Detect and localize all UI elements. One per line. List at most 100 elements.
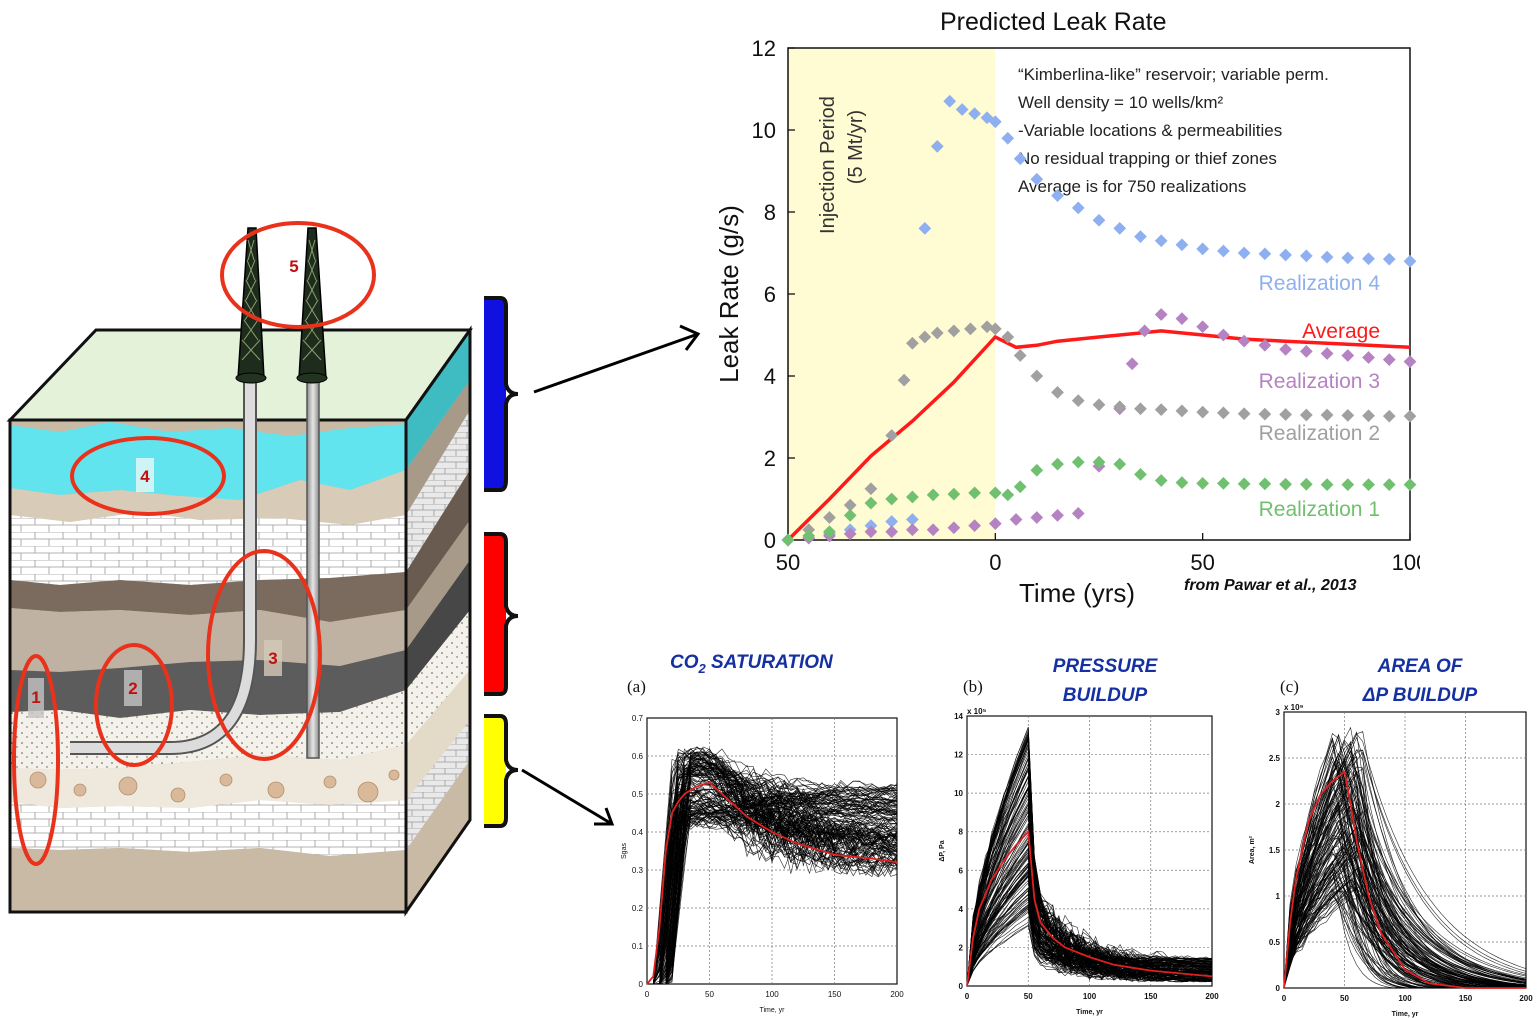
- realization-curve: [966, 786, 1213, 987]
- y-axis-label: Leak Rate (g/s): [714, 205, 744, 383]
- realization-curve: [647, 787, 898, 985]
- data-point: [1051, 457, 1064, 471]
- y-tick-label: 0.5: [632, 790, 644, 799]
- x-tick-label: 150: [828, 990, 842, 999]
- mean-curve: [646, 781, 898, 985]
- mean-curve: [966, 829, 1213, 987]
- realization-curve: [647, 772, 898, 985]
- average-line: [786, 329, 1411, 542]
- x-tick-label: 100: [1398, 994, 1412, 1003]
- series-label-r2: Realization 2: [1259, 422, 1380, 445]
- leak-path-ellipse-1: [12, 654, 60, 866]
- realization-curve: [647, 752, 898, 985]
- data-point: [1175, 312, 1189, 325]
- realization-curve: [1283, 847, 1527, 989]
- x-axis-label: Time, yr: [1076, 1009, 1103, 1016]
- data-point: [1138, 324, 1151, 338]
- y-tick-label: 2.5: [1269, 754, 1281, 763]
- x-tick-label: 100: [1392, 550, 1420, 575]
- citation: from Pawar et al., 2013: [1184, 577, 1357, 594]
- data-point: [1013, 349, 1027, 362]
- injection-label: Injection Period: [817, 96, 839, 234]
- y-tick-label: 2: [959, 943, 964, 952]
- data-point: [1009, 513, 1023, 526]
- data-point: [1217, 244, 1230, 258]
- realization-curve: [966, 908, 1213, 987]
- data-point: [1001, 488, 1015, 502]
- axis-exponent: x 10⁹: [1284, 703, 1304, 712]
- y-tick-label: 4: [959, 905, 964, 914]
- main-leak-chart: 02468101250050100Leak Rate (g/s)Injectio…: [714, 40, 1420, 575]
- realization-curve: [647, 794, 898, 985]
- data-point: [1382, 409, 1396, 423]
- data-point: [1113, 222, 1127, 235]
- data-point: [1362, 351, 1375, 364]
- realization-curve: [966, 887, 1213, 987]
- injection-period-shading: [788, 48, 996, 540]
- y-tick-label: 0.4: [632, 828, 644, 837]
- co2-saturation-chart: 0 50 100 150 200 0 0.1 0.2 0.3 0.4 0.5 0.6 0.7 Time, …: [621, 714, 904, 1014]
- realization-curve: [647, 791, 898, 985]
- y-tick-label: 0: [959, 982, 964, 991]
- title-main: Predicted Leak Rate: [940, 8, 1167, 36]
- data-point: [1217, 406, 1230, 420]
- data-point: [1341, 408, 1355, 422]
- x-axis-label: Time, yr: [759, 1007, 785, 1014]
- data-point: [1113, 400, 1127, 414]
- realization-curve: [647, 767, 898, 985]
- realization-curve: [647, 809, 898, 985]
- y-tick-label: 2: [1276, 800, 1281, 809]
- realization-curve: [1283, 874, 1527, 989]
- data-point: [1217, 477, 1230, 490]
- data-point: [1299, 249, 1313, 263]
- y-tick-label: 0.6: [632, 752, 644, 761]
- marker-3: 3: [268, 649, 277, 668]
- data-point: [1196, 477, 1210, 490]
- leak-path-ellipse-5: [220, 221, 376, 329]
- x-tick-label: 150: [1459, 994, 1473, 1003]
- note-line: -Variable locations & permeabilities: [1018, 121, 1282, 140]
- data-point: [1196, 320, 1210, 334]
- y-tick-label: 0.7: [632, 714, 644, 723]
- bracket-blue: [484, 296, 519, 492]
- data-point: [1030, 369, 1044, 383]
- realization-curve: [647, 751, 898, 985]
- y-tick-label: 10: [954, 789, 963, 798]
- realization-curve: [966, 747, 1213, 987]
- data-point: [1071, 506, 1085, 520]
- note-line: “Kimberlina-like” reservoir; variable pe…: [1018, 65, 1329, 84]
- data-point: [1299, 477, 1313, 491]
- data-point: [1134, 468, 1147, 481]
- data-point: [1001, 131, 1015, 145]
- x-axis-label: Time, yr: [1392, 1011, 1419, 1018]
- data-point: [1051, 386, 1064, 399]
- data-point: [1341, 478, 1355, 492]
- y-tick-label: 0.1: [632, 942, 644, 951]
- x-tick-label: 0: [645, 990, 650, 999]
- y-tick-label: 0.3: [632, 866, 644, 875]
- data-point: [1113, 457, 1127, 471]
- realization-curve: [1283, 829, 1527, 989]
- drilling-rig-2: [296, 227, 328, 384]
- data-point: [1362, 478, 1375, 492]
- y-axis-label: Area, m²: [1249, 835, 1256, 864]
- realization-curve: [966, 827, 1213, 987]
- realization-curve: [966, 908, 1213, 987]
- x-tick-label: 200: [1519, 994, 1533, 1003]
- data-point: [1175, 404, 1189, 418]
- data-point: [1071, 201, 1085, 215]
- data-point: [1403, 355, 1417, 369]
- realization-curve: [647, 773, 898, 985]
- data-point: [1320, 478, 1334, 492]
- realization-curve: [647, 762, 898, 985]
- injection-rate-label: (5 Mt/yr): [845, 110, 867, 184]
- realization-curve: [1283, 796, 1527, 989]
- x-tick-label: 0: [965, 992, 970, 1001]
- y-tick-label: 2: [764, 446, 776, 471]
- y-tick-label: 3: [1276, 708, 1281, 717]
- data-point: [1030, 511, 1044, 524]
- realization-curve: [1283, 733, 1527, 989]
- data-point: [1299, 345, 1313, 358]
- data-point: [1154, 308, 1168, 321]
- data-point: [1258, 407, 1272, 421]
